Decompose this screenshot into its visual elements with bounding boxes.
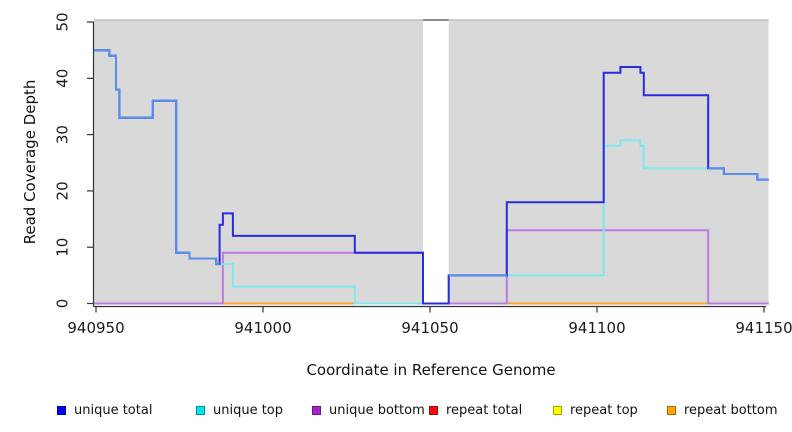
legend-item-repeat-top: repeat top [553, 401, 638, 419]
legend-swatch-unique-top [196, 405, 205, 415]
legend-label: unique top [213, 402, 284, 418]
y-tick-label: 30 [54, 125, 72, 144]
legend-item-unique-top: unique top [196, 401, 283, 419]
legend-label: unique total [74, 402, 153, 418]
legend-swatch-repeat-bottom [667, 405, 676, 415]
legend-swatch-unique-bottom [312, 405, 321, 415]
x-tick-label: 941000 [234, 319, 291, 337]
y-tick-label: 20 [54, 181, 72, 200]
legend-label: repeat bottom [684, 402, 778, 418]
x-tick-label: 940950 [67, 319, 124, 337]
gap-region [422, 21, 449, 304]
coverage-chart: 0 10 20 30 40 50 940950 941000 941050 941100 94115… [54, 12, 792, 337]
legend-swatch-repeat-top [553, 405, 562, 415]
y-tick-label: 0 [54, 299, 72, 309]
legend-swatch-unique-total [57, 405, 66, 415]
series-line-overlap-unique-total [708, 167, 769, 181]
legend-item-unique-bottom: unique bottom [312, 401, 425, 419]
legend-label: repeat top [570, 402, 638, 418]
y-tick-label: 40 [54, 69, 72, 88]
x-axis-label: Coordinate in Reference Genome [306, 361, 556, 379]
legend-swatch-repeat-total [429, 405, 438, 415]
legend-item-repeat-total: repeat total [429, 401, 522, 419]
y-tick-label: 50 [54, 12, 72, 31]
x-tick-label: 941100 [568, 319, 625, 337]
legend-item-unique-total: unique total [57, 401, 152, 419]
series-line-overlap-unique-total [94, 49, 220, 266]
x-tick-label: 941150 [735, 319, 792, 337]
legend-item-repeat-bottom: repeat bottom [667, 401, 778, 419]
legend-label: repeat total [446, 402, 523, 418]
legend: unique total unique top unique bottom repea… [0, 401, 792, 423]
y-tick-label: 10 [54, 238, 72, 257]
y-axis-label: Read Coverage Depth [21, 79, 39, 245]
legend-label: unique bottom [329, 402, 425, 418]
series-line-unique-bottom [94, 229, 769, 305]
x-tick-label: 941050 [401, 319, 458, 337]
